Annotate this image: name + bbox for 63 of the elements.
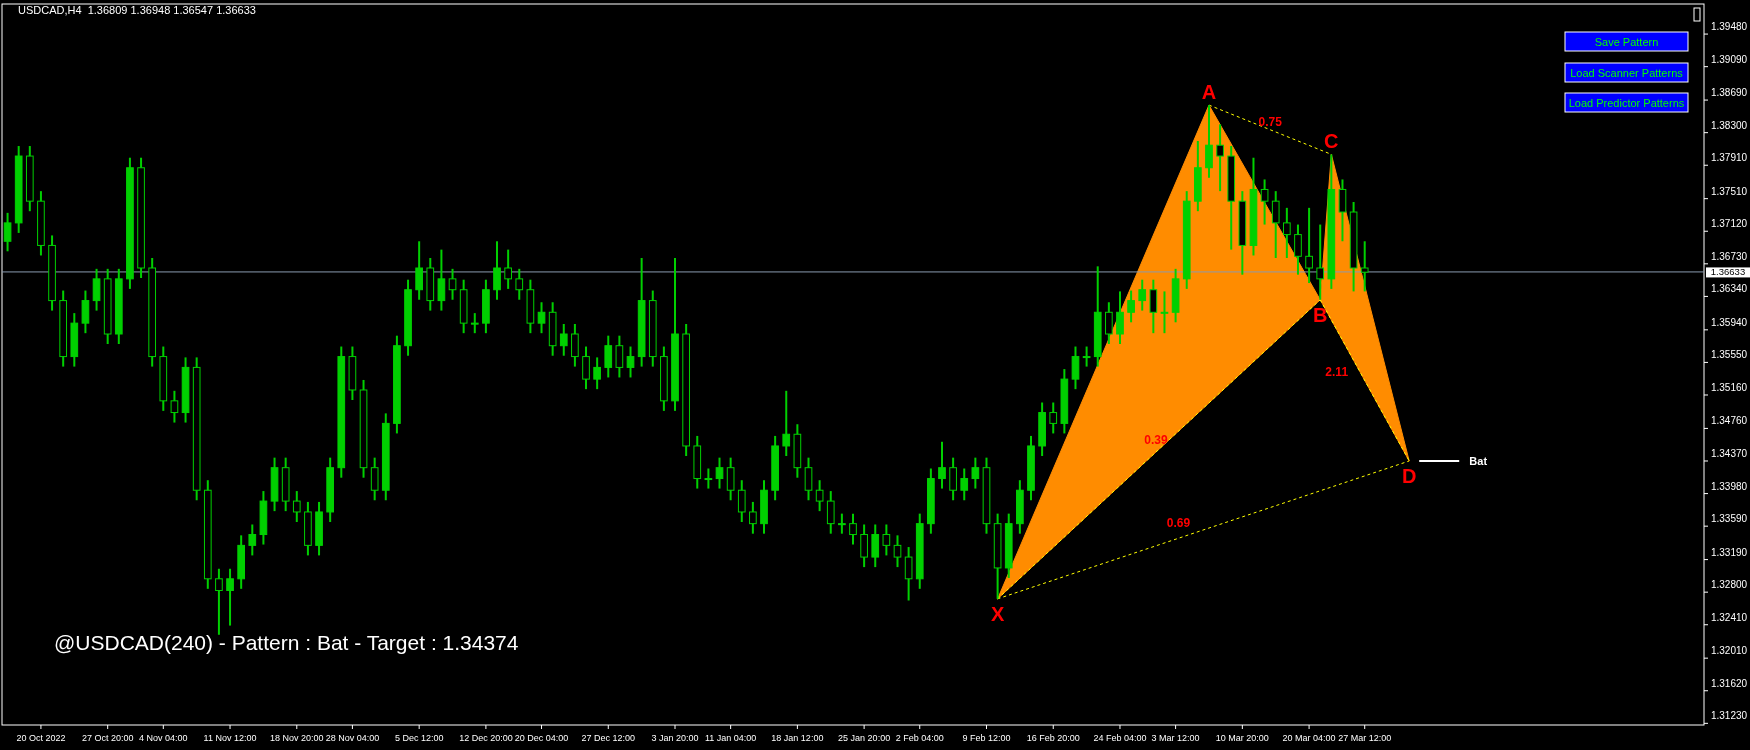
x-tick-label: 20 Oct 2022 (16, 733, 66, 743)
y-tick-label: 1.37510 (1710, 185, 1748, 197)
annotation: Save Pattern (1594, 36, 1659, 48)
x-tick-label: 20 Dec 04:00 (514, 733, 569, 743)
x-tick-label: 27 Dec 12:00 (581, 733, 636, 743)
y-tick-label: 1.32800 (1710, 579, 1748, 591)
y-tick-label: 1.36730 (1710, 250, 1748, 262)
x-tick-label: 11 Nov 12:00 (203, 733, 257, 743)
annotation: Bat (1469, 455, 1488, 467)
y-tick-label: 1.37910 (1710, 152, 1748, 164)
y-tick-label: 1.32010 (1710, 645, 1748, 657)
y-tick-label: 1.39090 (1710, 53, 1748, 65)
annotation: D (1401, 465, 1417, 487)
annotation: C (1324, 130, 1339, 153)
x-tick-label: 18 Jan 12:00 (771, 733, 824, 743)
annotation: 0.75 (1258, 114, 1283, 129)
annotation: 0.39 (1144, 433, 1168, 448)
x-tick-label: 3 Jan 20:00 (651, 733, 699, 743)
x-tick-label: 12 Dec 20:00 (459, 733, 513, 743)
y-tick-label: 1.35160 (1710, 381, 1748, 393)
y-tick-label: 1.34370 (1710, 448, 1748, 459)
y-tick-label: 1.36340 (1710, 283, 1748, 295)
x-tick-label: 4 Nov 04:00 (139, 733, 188, 743)
annotation: @USDCAD(240) - Pattern : Bat - Target : 1.34374 (54, 631, 519, 654)
x-tick-label: 28 Nov 04:00 (325, 733, 380, 743)
y-tick-label: 1.38690 (1710, 87, 1748, 99)
button: Load Scanner Patterns (1564, 62, 1689, 83)
y-tick-label: 1.35550 (1710, 349, 1748, 361)
x-tick-label: 18 Nov 20:00 (270, 733, 324, 743)
y-tick-label: 1.33190 (1710, 546, 1748, 558)
annotation: 2.11 (1325, 365, 1349, 380)
chart-title: USDCAD,H4 1.36809 1.36948 1.36547 1.36633 (18, 4, 256, 16)
x-tick-label: 16 Feb 20:00 (1026, 733, 1080, 743)
y-tick-label: 1.31230 (1710, 710, 1748, 722)
y-tick-label: 1.33590 (1710, 513, 1748, 525)
annotation: Load Predictor Patterns (1568, 97, 1685, 109)
x-tick-label: 24 Feb 04:00 (1093, 733, 1147, 743)
x-tick-label: 25 Jan 20:00 (838, 733, 891, 743)
y-tick-label: 1.33980 (1710, 480, 1748, 492)
annotation: A (1201, 81, 1217, 104)
x-tick-label: 11 Jan 04:00 (704, 733, 757, 743)
x-tick-label: 5 Dec 12:00 (394, 733, 444, 743)
x-tick-label: 20 Mar 04:00 (1282, 733, 1336, 743)
y-tick-label: 1.31620 (1710, 677, 1748, 689)
button: Load Predictor Patterns (1564, 92, 1689, 113)
annotation: Load Scanner Patterns (1570, 67, 1684, 79)
y-tick-label: 1.32410 (1710, 611, 1748, 623)
x-tick-label: 10 Mar 20:00 (1215, 733, 1269, 743)
ref-line-label: 1.36633 (1710, 266, 1746, 278)
annotation: 0.69 (1166, 515, 1191, 530)
y-tick-label: 1.37120 (1710, 218, 1748, 230)
x-tick-label: 9 Feb 12:00 (962, 733, 1011, 743)
y-tick-label: 1.35940 (1710, 316, 1748, 328)
annotation: B (1312, 303, 1328, 326)
y-tick-label: 1.34760 (1710, 415, 1748, 427)
annotation: X (990, 602, 1005, 625)
y-tick-label: 1.39480 (1710, 21, 1748, 33)
x-tick-label: 27 Oct 20:00 (81, 733, 134, 743)
x-tick-label: 3 Mar 12:00 (1151, 733, 1200, 743)
x-tick-label: 2 Feb 04:00 (895, 733, 944, 743)
button: Save Pattern (1564, 31, 1689, 52)
y-tick-label: 1.38300 (1710, 119, 1748, 131)
x-tick-label: 27 Mar 12:00 (1338, 733, 1392, 743)
